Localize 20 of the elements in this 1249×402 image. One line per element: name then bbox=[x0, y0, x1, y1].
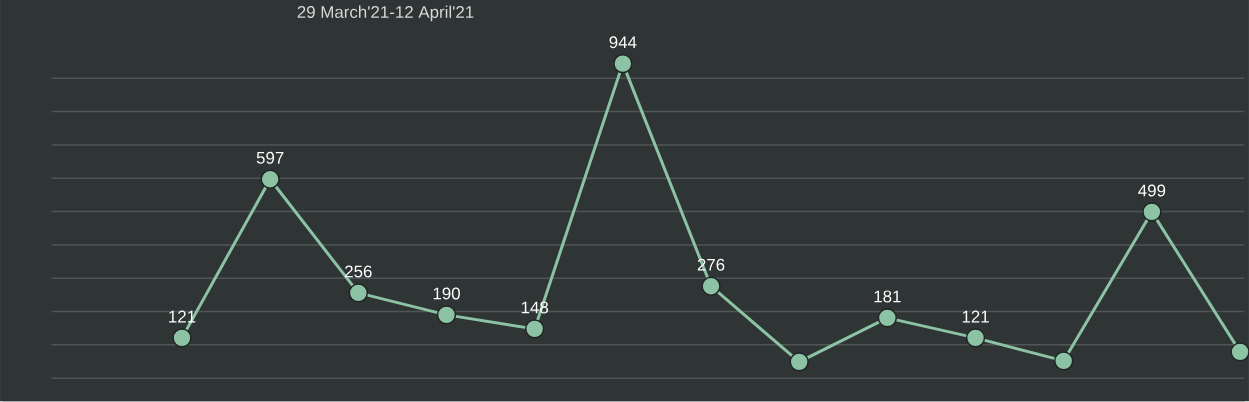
point bbox=[436, 305, 457, 325]
point bbox=[172, 328, 192, 348]
data-label: 597 bbox=[256, 152, 284, 164]
point bbox=[701, 276, 721, 297]
point bbox=[1054, 351, 1074, 371]
chart-title: 29 March'21-12 April'21 bbox=[297, 5, 474, 22]
data-label: 190 bbox=[433, 287, 460, 300]
point bbox=[877, 308, 898, 328]
point bbox=[260, 169, 280, 190]
data-label: 499 bbox=[1138, 184, 1166, 197]
data-label: 121 bbox=[962, 310, 989, 323]
point bbox=[965, 328, 986, 348]
point bbox=[348, 283, 369, 303]
data-label: 181 bbox=[874, 290, 901, 303]
point bbox=[613, 54, 633, 74]
point bbox=[524, 319, 545, 339]
data-label: 256 bbox=[345, 265, 372, 278]
point bbox=[1142, 202, 1162, 222]
point bbox=[789, 352, 809, 372]
data-label: 944 bbox=[609, 36, 637, 49]
